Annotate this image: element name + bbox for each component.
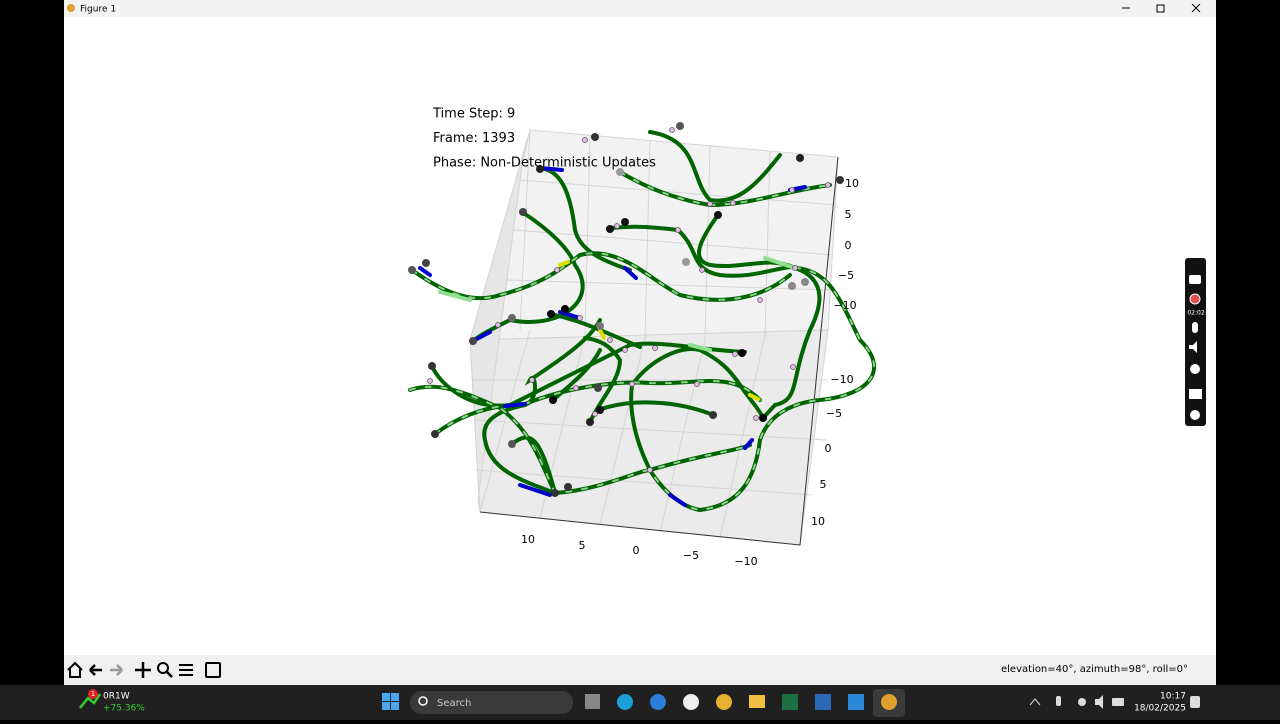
maximize[interactable]: [1156, 4, 1165, 13]
search-icon: [418, 696, 428, 706]
badge: [88, 689, 98, 699]
search-box[interactable]: [410, 691, 573, 714]
tick-label: 10: [845, 177, 859, 190]
tick-label: 5: [845, 208, 852, 221]
window-title: Figure 1: [80, 5, 116, 15]
tick-label: −10: [830, 373, 853, 386]
tick-label: 0: [633, 544, 640, 557]
grid-lines: [472, 129, 837, 539]
record-button[interactable]: [1189, 293, 1201, 305]
nodes: [408, 122, 844, 497]
network: [408, 122, 877, 513]
back-button[interactable]: [89, 664, 102, 676]
tick-label: 0: [845, 239, 852, 252]
tick-label: −5: [683, 549, 699, 562]
stock-icon: [79, 693, 102, 709]
tick-label: −10: [734, 555, 757, 568]
tick-labels: 10 5 0 −5 −10 −10 −5 0 5 10 10 5 0 −5 −10: [521, 177, 859, 568]
close[interactable]: [1191, 3, 1201, 13]
tick-label: 5: [579, 539, 586, 552]
settings-button[interactable]: [1190, 410, 1200, 420]
pan-button[interactable]: [135, 662, 151, 678]
toolbar: [64, 655, 1216, 685]
configure-button[interactable]: [179, 664, 193, 676]
side-pane: [469, 129, 531, 513]
node-markers: [427, 127, 831, 473]
save-button[interactable]: [205, 662, 221, 678]
audio-button[interactable]: [1189, 341, 1197, 353]
home-button[interactable]: [67, 661, 83, 678]
tick-label: −10: [833, 299, 856, 312]
axis-lines: [479, 156, 839, 546]
zoom-button[interactable]: [157, 662, 173, 678]
taskbar: [0, 685, 1280, 720]
window-button[interactable]: [1189, 389, 1202, 399]
mic-button[interactable]: [1192, 322, 1198, 333]
tick-label: −5: [838, 269, 854, 282]
ticker-change: +75.36%: [103, 704, 145, 714]
tick-label: −5: [826, 407, 842, 420]
start-button[interactable]: [382, 693, 399, 710]
screenshot-button[interactable]: [1189, 275, 1201, 284]
clock-date[interactable]: 18/02/2025: [1134, 704, 1186, 714]
taskbar-apps[interactable]: [585, 689, 905, 717]
annotation: Phase: Non-Deterministic Updates: [433, 156, 656, 171]
title-bar: [64, 0, 1216, 17]
annotation: Frame: 1393: [433, 131, 515, 146]
tick-label: 5: [820, 478, 827, 491]
status-text: elevation=40°, azimuth=98°, roll=0°: [1001, 664, 1188, 675]
tray-icons[interactable]: [1029, 695, 1200, 709]
clock-time[interactable]: 10:17: [1160, 692, 1186, 702]
tick-label: 10: [811, 515, 825, 528]
search-placeholder: Search: [437, 698, 471, 709]
badge-count: 1: [91, 690, 95, 698]
annotations: Time Step: 9 Frame: 1393 Phase: Non-Determ…: [432, 107, 656, 171]
annotation: Time Step: 9: [432, 107, 515, 122]
webcam-button[interactable]: [1190, 364, 1200, 374]
app-icon: [67, 4, 75, 12]
tick-label: 10: [521, 533, 535, 546]
record-time: 02:02: [1187, 310, 1204, 317]
forward-button[interactable]: [110, 664, 123, 676]
ticker[interactable]: 0R1W: [103, 692, 130, 702]
tick-label: 0: [825, 442, 832, 455]
